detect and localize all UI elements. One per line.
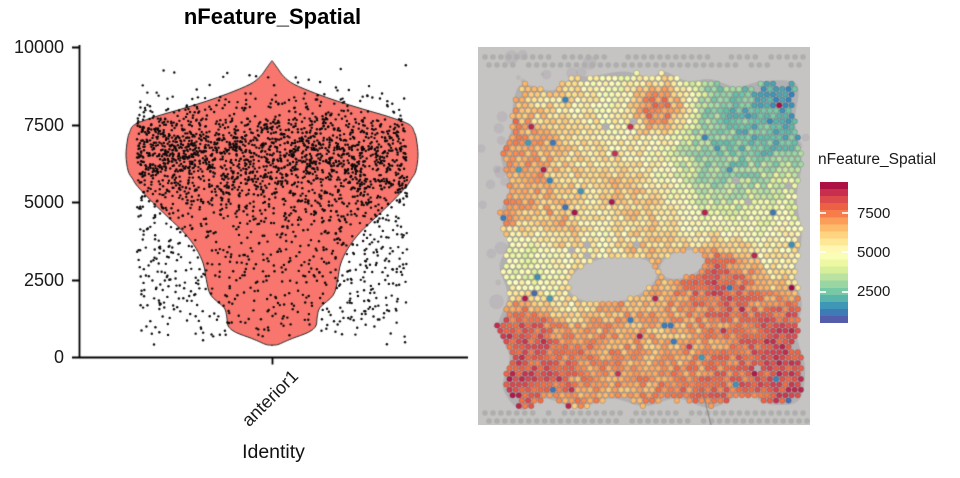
legend-tick-label-2500: 2500 xyxy=(857,283,891,300)
legend-tick-mark xyxy=(820,212,826,214)
y-tick-label-2500: 2500 xyxy=(23,269,64,290)
violin-plot-canvas xyxy=(0,0,470,478)
legend-tick-mark xyxy=(820,251,826,253)
legend-tick-mark xyxy=(842,291,848,293)
legend-title: nFeature_Spatial xyxy=(818,151,937,168)
y-tick-label-10000: 10000 xyxy=(13,37,64,57)
legend-tick-label-5000: 5000 xyxy=(857,244,891,261)
legend-tick-label-7500: 7500 xyxy=(857,205,891,222)
spatial-plot-canvas xyxy=(478,47,810,425)
legend-tick-mark xyxy=(842,251,848,253)
y-tick-label-0: 0 xyxy=(53,347,64,367)
y-tick-label-7500: 7500 xyxy=(23,114,64,135)
x-axis-title: Identity xyxy=(242,441,305,463)
y-tick-label-5000: 5000 xyxy=(23,192,64,212)
legend-tick-mark xyxy=(820,291,826,293)
violin-plot-title: nFeature_Spatial xyxy=(183,4,362,29)
legend-tick-mark xyxy=(842,212,848,214)
